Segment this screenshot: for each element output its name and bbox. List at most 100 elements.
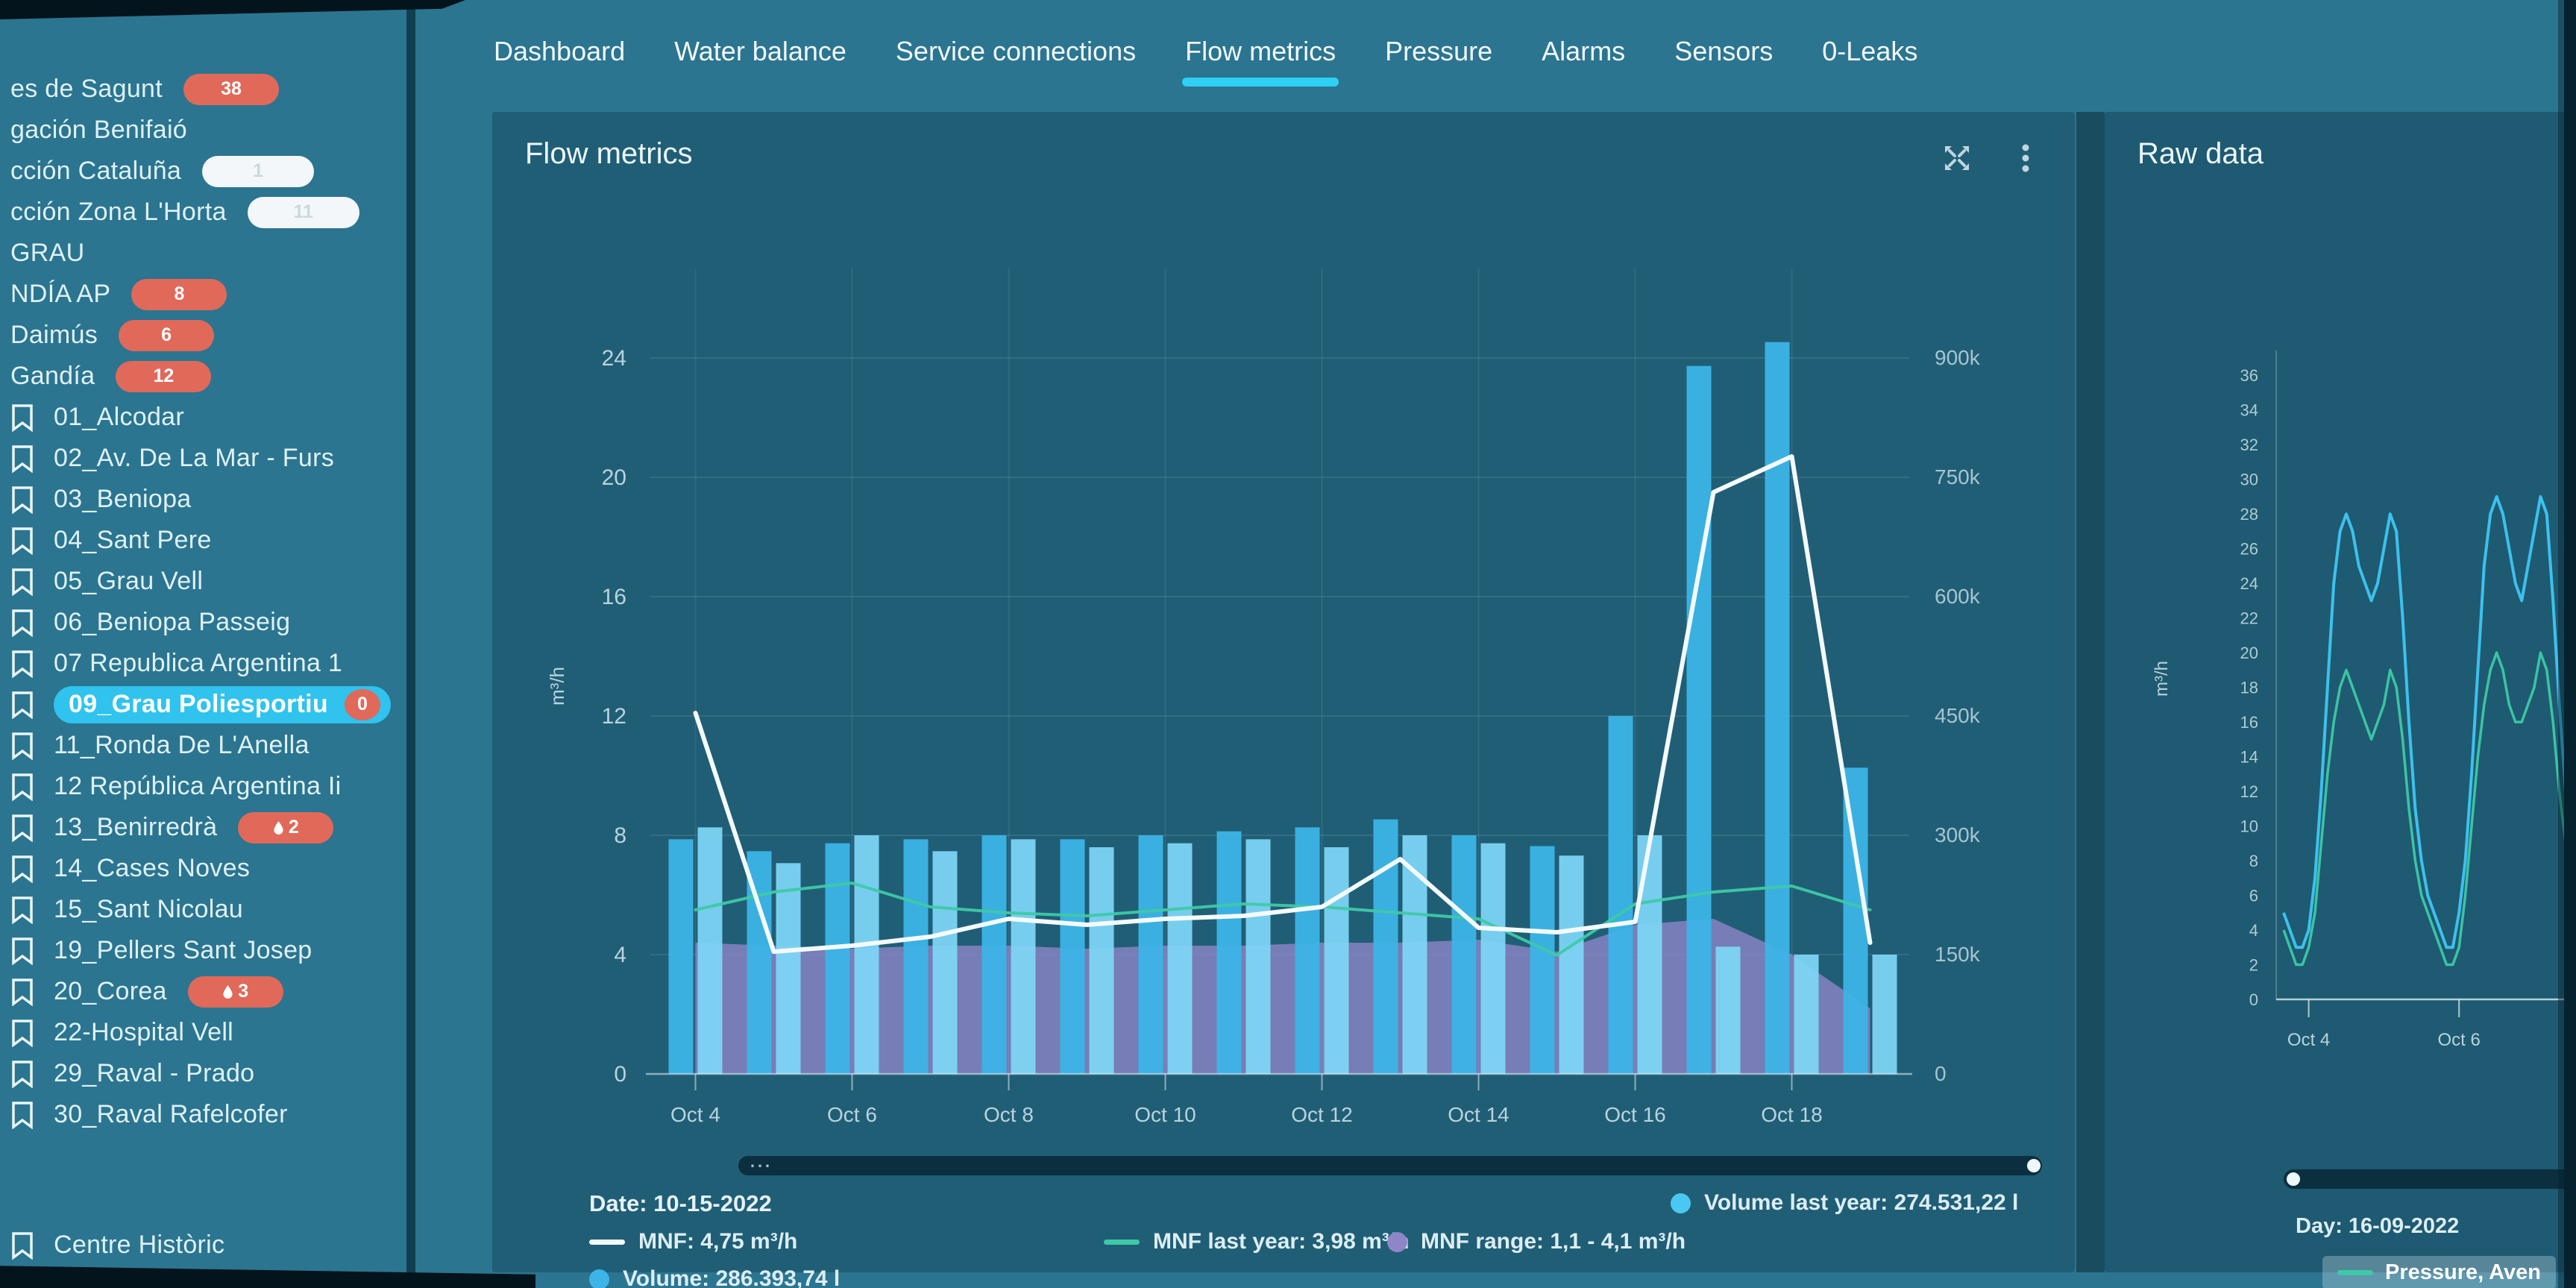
sidebar-item-label: gación Benifaió <box>10 116 188 144</box>
svg-text:24: 24 <box>2240 574 2258 593</box>
svg-text:Oct 8: Oct 8 <box>984 1103 1034 1126</box>
legend-entry-mnf[interactable]: MNF: 4,75 m³/h <box>589 1229 797 1254</box>
legend-entry-volume-last-year[interactable]: Volume last year: 274.531,22 l <box>1671 1190 2018 1216</box>
sidebar-item-15-sant-nicolau[interactable]: 15_Sant Nicolau <box>0 889 416 930</box>
badge-count: 0 <box>357 694 368 714</box>
flow-metrics-chart[interactable]: 0 4 8 12 16 20 24 m³/h 0 150k 300k 450k 600k 750k 900k… <box>515 216 2051 1149</box>
sidebar-item-01-alcodar[interactable]: 01_Alcodar <box>0 397 416 438</box>
bookmark-icon <box>12 773 33 801</box>
sidebar-item-label: cción Cataluña <box>10 157 182 185</box>
tab-flow-metrics[interactable]: Flow metrics <box>1182 36 1339 87</box>
sidebar-item-label: 09_Grau Poliesportiu <box>69 690 328 718</box>
sidebar-item-grau[interactable]: GRAU <box>0 233 416 274</box>
svg-text:m³/h: m³/h <box>2152 661 2172 697</box>
sidebar-item-cci-n-zona-l-horta[interactable]: cción Zona L'Horta 11 <box>0 192 416 233</box>
tab-label: 0-Leaks <box>1822 36 1918 66</box>
legend-entry-volume[interactable]: Volume: 286.393,74 l <box>589 1266 840 1288</box>
tab-water-balance[interactable]: Water balance <box>674 36 846 75</box>
expand-icon[interactable] <box>1941 142 1973 175</box>
badge-count: 38 <box>221 78 242 99</box>
svg-text:Oct 14: Oct 14 <box>1448 1103 1509 1126</box>
tab-service-connections[interactable]: Service connections <box>896 36 1136 75</box>
svg-text:0: 0 <box>2249 990 2258 1009</box>
sidebar-item-09-grau-poliesportiu[interactable]: 09_Grau Poliesportiu 0 <box>0 684 416 725</box>
sidebar-item-centre-hist-ric[interactable]: Centre Històric <box>0 1225 416 1266</box>
sidebar-item-label: 30_Raval Rafelcofer <box>54 1100 288 1128</box>
tab-alarms[interactable]: Alarms <box>1542 36 1625 75</box>
sidebar-item-label: 01_Alcodar <box>54 403 185 431</box>
sidebar-item-02-av-de-la-mar-furs[interactable]: 02_Av. De La Mar - Furs <box>0 438 416 479</box>
bookmark-icon <box>12 1101 33 1129</box>
top-nav: Dashboard Water balance Service connection… <box>494 36 1917 87</box>
svg-text:16: 16 <box>602 585 626 609</box>
svg-text:Oct 10: Oct 10 <box>1134 1103 1196 1126</box>
alarm-badge: 6 <box>119 319 215 351</box>
monitor-bezel-shadow <box>2558 0 2564 1288</box>
svg-text:300k: 300k <box>1935 823 1981 846</box>
raw-data-panel: Raw data 0 2 4 6 8 10 12 14 16 18 20 22 24 26 28 30 32 34… <box>2105 112 2576 1288</box>
sidebar-item-label: Centre Històric <box>54 1231 225 1259</box>
svg-text:4: 4 <box>614 943 626 967</box>
sidebar-item-04-sant-pere[interactable]: 04_Sant Pere <box>0 520 416 561</box>
legend-entry-text: MNF last year: 3,98 m³/h <box>1153 1229 1410 1254</box>
sidebar-item-13-benirredr[interactable]: 13_Benirredrà 2 <box>0 807 416 848</box>
svg-text:28: 28 <box>2240 505 2258 524</box>
sidebar-item-03-beniopa[interactable]: 03_Beniopa <box>0 479 416 520</box>
dot-swatch <box>1671 1193 1691 1213</box>
svg-text:600k: 600k <box>1935 585 1981 608</box>
tab-sensors[interactable]: Sensors <box>1674 36 1773 75</box>
svg-text:8: 8 <box>2249 852 2258 870</box>
sidebar-item-label: NDÍA AP <box>10 280 111 308</box>
sidebar-item-06-beniopa-passeig[interactable]: 06_Beniopa Passeig <box>0 602 416 643</box>
sidebar-item-20-corea[interactable]: 20_Corea 3 <box>0 971 416 1012</box>
sidebar-item-label: GRAU <box>10 239 85 267</box>
raw-data-chart[interactable]: 024681012141618202224262830323436m³/hOct… <box>2105 216 2576 1089</box>
svg-text:Oct 18: Oct 18 <box>1761 1103 1822 1126</box>
bookmark-icon <box>12 609 33 637</box>
scroll-end-handle[interactable] <box>2027 1159 2041 1172</box>
sidebar-item-05-grau-vell[interactable]: 05_Grau Vell <box>0 561 416 602</box>
svg-text:Oct 6: Oct 6 <box>2438 1030 2481 1050</box>
sidebar-item-19-pellers-sant-josep[interactable]: 19_Pellers Sant Josep <box>0 930 416 971</box>
sidebar-item-gaci-n-benifai[interactable]: gación Benifaió <box>0 110 416 151</box>
raw-legend-series[interactable]: Pressure, Aven <box>2322 1256 2557 1288</box>
flow-chart-scrollbar[interactable]: ⋯ <box>738 1154 2042 1178</box>
svg-text:18: 18 <box>2240 679 2258 697</box>
sidebar-item-22-hospital-vell[interactable]: 22-Hospital Vell <box>0 1012 416 1053</box>
legend-entry-mnf-range[interactable]: MNF range: 1,1 - 4,1 m³/h <box>1387 1229 1686 1254</box>
tab-pressure[interactable]: Pressure <box>1385 36 1492 75</box>
flow-panel-title: Flow metrics <box>525 137 693 170</box>
tab-dashboard[interactable]: Dashboard <box>494 36 625 75</box>
sidebar-item-daim-s[interactable]: Daimús 6 <box>0 315 416 356</box>
alarm-badge: 8 <box>131 278 227 310</box>
svg-text:Oct 6: Oct 6 <box>827 1103 877 1126</box>
svg-text:2: 2 <box>2249 956 2258 975</box>
tab-0-leaks[interactable]: 0-Leaks <box>1822 36 1917 75</box>
scroll-start-handle[interactable] <box>2287 1172 2300 1186</box>
sidebar-item-12-rep-blica-argentina-ii[interactable]: 12 República Argentina Ii <box>0 766 416 807</box>
sidebar-item-30-raval-rafelcofer[interactable]: 30_Raval Rafelcofer <box>0 1094 416 1135</box>
bookmark-icon <box>12 1060 33 1088</box>
sidebar-item-es-de-sagunt[interactable]: es de Sagunt 38 <box>0 69 416 110</box>
bookmark-icon <box>12 896 33 924</box>
sidebar-item-11-ronda-de-l-anella[interactable]: 11_Ronda De L'Anella <box>0 725 416 766</box>
sidebar-item-label: 29_Raval - Prado <box>54 1059 255 1087</box>
sidebar-item-29-raval-prado[interactable]: 29_Raval - Prado <box>0 1053 416 1094</box>
bookmark-icon <box>12 486 33 514</box>
sidebar-item-nd-a-ap[interactable]: NDÍA AP 8 <box>0 274 416 315</box>
sidebar-item-cci-n-catalu-a[interactable]: cción Cataluña 1 <box>0 151 416 192</box>
raw-chart-scrollbar[interactable] <box>2284 1169 2576 1189</box>
legend-entry-mnf-last-year[interactable]: MNF last year: 3,98 m³/h <box>1104 1229 1409 1254</box>
kebab-menu-icon[interactable] <box>2009 142 2042 175</box>
dot-swatch <box>1387 1231 1407 1252</box>
sidebar-item-14-cases-noves[interactable]: 14_Cases Noves <box>0 848 416 889</box>
scroll-handle[interactable]: ⋯ <box>749 1154 773 1178</box>
svg-text:450k: 450k <box>1935 704 1981 727</box>
bookmark-icon <box>12 1231 33 1260</box>
bookmark-icon <box>12 855 33 883</box>
sidebar-item-07-republica-argentina-1[interactable]: 07 Republica Argentina 1 <box>0 643 416 684</box>
bookmark-icon <box>12 650 33 678</box>
sidebar-scrollbar[interactable] <box>406 0 415 1288</box>
sidebar-item-gand-a[interactable]: Gandía 12 <box>0 356 416 397</box>
